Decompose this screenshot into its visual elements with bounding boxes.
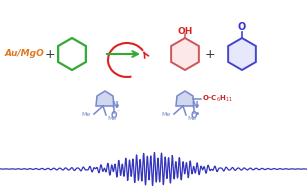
Polygon shape (176, 91, 194, 106)
Text: N: N (111, 101, 117, 111)
Text: +: + (205, 47, 215, 60)
Text: +: + (45, 47, 55, 60)
Text: N: N (191, 101, 197, 111)
Text: Me: Me (187, 115, 196, 121)
Text: O-C$_6$H$_{11}$: O-C$_6$H$_{11}$ (202, 94, 233, 104)
Polygon shape (96, 91, 114, 106)
Text: Me: Me (82, 112, 91, 118)
Text: OH: OH (177, 26, 193, 36)
Polygon shape (171, 38, 199, 70)
Text: Me: Me (162, 112, 171, 118)
Text: O: O (191, 111, 197, 119)
Text: O: O (238, 22, 246, 32)
Text: Me: Me (107, 115, 116, 121)
Polygon shape (228, 38, 256, 70)
Text: Au/MgO: Au/MgO (5, 50, 45, 59)
Text: ⁻: ⁻ (117, 111, 120, 115)
Text: O: O (111, 111, 117, 119)
